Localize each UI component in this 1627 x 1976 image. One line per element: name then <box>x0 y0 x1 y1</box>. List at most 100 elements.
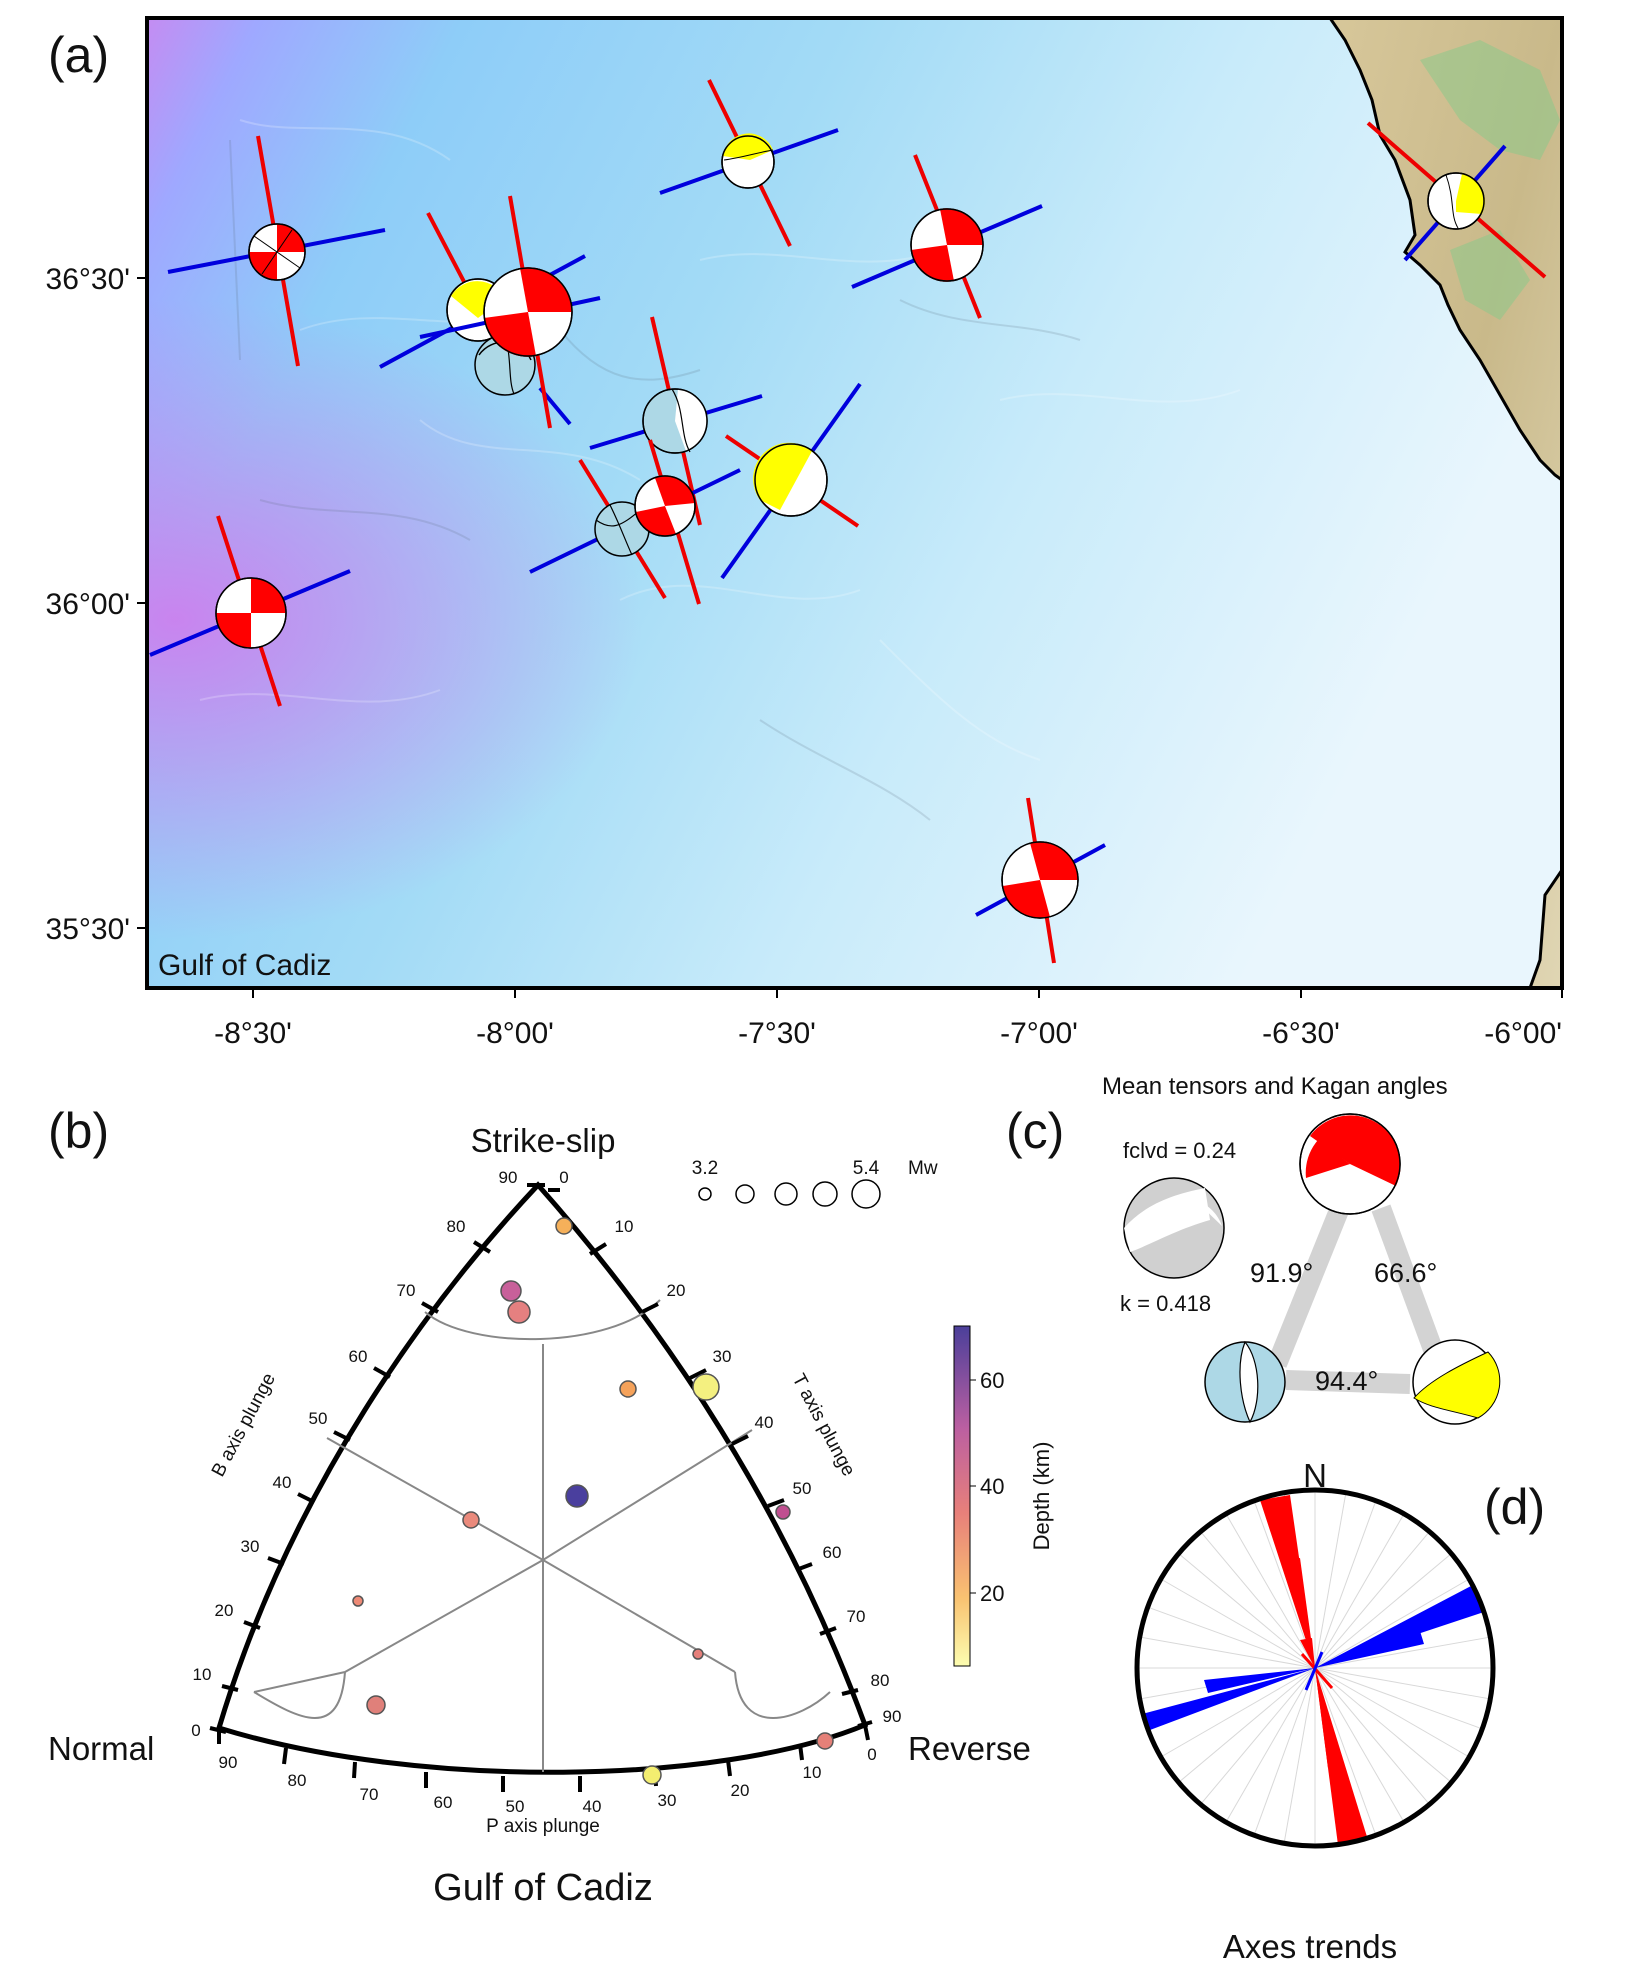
p-tick-label: 0 <box>867 1745 876 1764</box>
event-point <box>642 1765 662 1785</box>
x-tick-label: -6°30' <box>1262 1017 1340 1050</box>
rose-gridline <box>1314 1667 1451 1782</box>
kappa-label: k = 0.418 <box>1120 1291 1211 1316</box>
p-tick-label: 40 <box>583 1797 602 1816</box>
y-tick-label: 35°30' <box>46 913 130 946</box>
rose-wedge-t <box>1142 1668 1315 1730</box>
rose-gridline <box>1149 1607 1316 1669</box>
t-tick-label: 60 <box>823 1543 842 1562</box>
panel-c-title: Mean tensors and Kagan angles <box>1102 1073 1448 1100</box>
rose-gridline <box>1254 1667 1316 1834</box>
t-tick-label: 50 <box>793 1479 812 1498</box>
x-axis-ticks: -8°30' -8°00' -7°30' -7°00' -6°30' -6°00… <box>214 988 1563 1050</box>
x-tick-label: -8°30' <box>214 1017 292 1050</box>
kagan-angle: 91.9° <box>1250 1258 1313 1288</box>
focal-mechanisms <box>149 79 1547 964</box>
p-axis-label: P axis plunge <box>486 1816 600 1837</box>
rose-wedge-t <box>1315 1631 1424 1668</box>
p-tick-label: 90 <box>219 1753 238 1772</box>
rose-gridline <box>1314 1554 1451 1669</box>
panel-d: (d) N Axes trends <box>1134 1457 1545 1965</box>
rose-gridline <box>1314 1579 1468 1669</box>
event-point <box>816 1732 834 1750</box>
rose-wedge-p <box>1315 1668 1368 1845</box>
y-tick-label: 36°30' <box>46 263 130 296</box>
legend-min-label: 3.2 <box>692 1158 718 1179</box>
rose-gridline <box>1314 1667 1489 1700</box>
beachball-reverse <box>1366 121 1547 279</box>
beachball-strike-slip <box>167 135 386 367</box>
event-point <box>692 1648 704 1660</box>
beachball-normal <box>589 316 763 526</box>
rose-gridline <box>1201 1667 1316 1804</box>
panel-c-label: (c) <box>1006 1103 1064 1159</box>
t-tick-label: 40 <box>755 1413 774 1432</box>
event-point <box>619 1380 637 1398</box>
b-tick-label: 50 <box>309 1409 328 1428</box>
ternary-grid <box>253 1299 831 1772</box>
beachball-strike-slip <box>851 154 1043 319</box>
panel-a: (a) <box>46 16 1564 1050</box>
b-tick-label: 40 <box>273 1473 292 1492</box>
rose-gridline <box>1179 1554 1316 1669</box>
t-tick-label: 90 <box>883 1707 902 1726</box>
b-tick-label: 10 <box>193 1665 212 1684</box>
beachball-strike-slip <box>149 515 351 707</box>
x-tick-label: -8°00' <box>476 1017 554 1050</box>
t-tick-label: 0 <box>559 1168 568 1187</box>
panel-d-title: Axes trends <box>1223 1928 1397 1965</box>
rose-wedge-t <box>1315 1586 1484 1668</box>
rose-gridline <box>1314 1494 1347 1669</box>
event-point <box>692 1373 720 1401</box>
b-tick-label: 60 <box>349 1347 368 1366</box>
x-tick-label: -6°00' <box>1484 1017 1562 1050</box>
colorbar-label: Depth (km) <box>1029 1442 1054 1551</box>
rose-gridline <box>1314 1636 1489 1669</box>
colorbar-tick: 20 <box>980 1581 1004 1606</box>
region-label: Gulf of Cadiz <box>158 949 331 982</box>
rose-gridline <box>1314 1515 1404 1669</box>
legend-max-label: 5.4 <box>853 1158 880 1179</box>
p-tick-label: 20 <box>731 1781 750 1800</box>
rose-wedge-t <box>1204 1668 1315 1693</box>
p-axis-ticks: 90 80 70 60 50 40 30 20 10 0 <box>217 1724 877 1816</box>
panel-b: (b) Strike-slip Normal Reverse <box>48 1103 1054 1909</box>
b-tick-label: 0 <box>191 1721 200 1740</box>
rose-gridline <box>1226 1667 1316 1821</box>
rose-wedge-p <box>1315 1668 1340 1768</box>
t-tick-label: 80 <box>871 1671 890 1690</box>
b-tick-label: 90 <box>499 1168 518 1187</box>
y-tick-label: 36°00' <box>46 588 130 621</box>
beachball-normal <box>529 458 741 600</box>
event-point <box>352 1595 364 1607</box>
t-tick-label: 10 <box>615 1217 634 1236</box>
event-point <box>565 1484 589 1508</box>
corner-label-strike-slip: Strike-slip <box>471 1122 616 1159</box>
event-point <box>462 1511 480 1529</box>
rose-gridline <box>1201 1532 1316 1669</box>
beachball-strike-slip <box>634 439 701 605</box>
event-point <box>500 1280 522 1302</box>
map-frame <box>145 16 1564 990</box>
y-axis-ticks: 36°30' 36°00' 35°30' <box>46 263 147 946</box>
t-axis-ticks: 0 10 20 30 40 50 60 70 80 90 <box>548 1168 902 1728</box>
clvd-beachball <box>1123 1177 1225 1279</box>
colorbar-tick: 60 <box>980 1368 1004 1393</box>
t-axis-label: T axis plunge <box>788 1370 859 1479</box>
rose-gridline <box>1314 1667 1404 1821</box>
panel-b-footer: Gulf of Cadiz <box>433 1867 653 1909</box>
rose-gridline <box>1226 1515 1316 1669</box>
t-tick-label: 20 <box>667 1281 686 1300</box>
p-tick-label: 80 <box>288 1771 307 1790</box>
rose-gridline <box>1179 1667 1316 1782</box>
rose-gridline <box>1162 1667 1316 1757</box>
colorbar-tick: 40 <box>980 1474 1004 1499</box>
p-tick-label: 30 <box>658 1791 677 1810</box>
rose-gridline <box>1314 1667 1468 1757</box>
fclvd-label: fclvd = 0.24 <box>1123 1138 1236 1163</box>
event-point <box>775 1504 791 1520</box>
rose-gridline <box>1314 1667 1429 1804</box>
rose-wedge-p <box>1300 1638 1315 1668</box>
kagan-angle: 94.4° <box>1315 1366 1378 1396</box>
rose-gridline <box>1283 1667 1316 1842</box>
